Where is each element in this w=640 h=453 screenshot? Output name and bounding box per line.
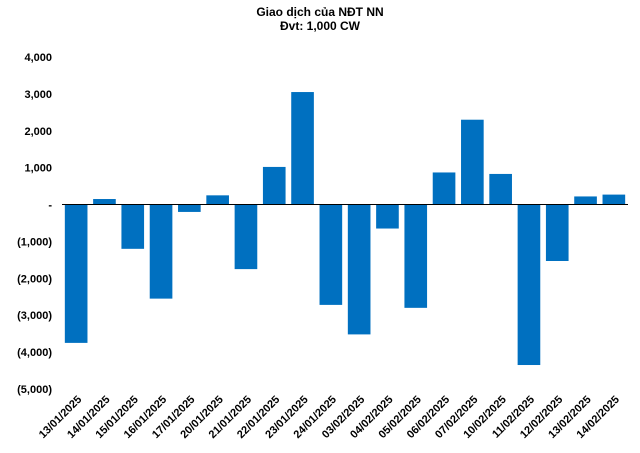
bar bbox=[149, 204, 173, 299]
bar bbox=[178, 204, 201, 212]
bar bbox=[432, 172, 456, 205]
bar bbox=[347, 204, 371, 335]
y-tick-label: 3,000 bbox=[24, 89, 52, 101]
chart-title-block: Giao dịch của NĐT NN Đvt: 1,000 CW bbox=[0, 5, 640, 33]
y-tick-label: 2,000 bbox=[24, 126, 52, 138]
bar bbox=[545, 204, 569, 261]
bar bbox=[206, 195, 229, 205]
y-tick-label: (5,000) bbox=[17, 384, 52, 396]
bars bbox=[64, 92, 626, 366]
y-tick-label: (1,000) bbox=[17, 236, 52, 248]
y-tick-label: 4,000 bbox=[24, 52, 52, 64]
x-axis-ticks: 13/01/202514/01/202515/01/202516/01/2025… bbox=[37, 394, 622, 441]
bar bbox=[291, 92, 314, 205]
bar bbox=[574, 196, 597, 205]
bar bbox=[121, 204, 145, 249]
y-tick-label: 1,000 bbox=[24, 163, 52, 175]
chart-subtitle: Đvt: 1,000 CW bbox=[279, 19, 361, 33]
bar bbox=[262, 166, 286, 205]
bar bbox=[489, 173, 512, 205]
y-tick-label: (3,000) bbox=[17, 310, 52, 322]
y-tick-label: (2,000) bbox=[17, 273, 52, 285]
bar bbox=[93, 199, 116, 205]
bar bbox=[461, 119, 484, 205]
bar bbox=[602, 194, 626, 205]
bar bbox=[64, 204, 88, 343]
bar bbox=[234, 204, 258, 270]
bar bbox=[517, 204, 541, 366]
y-tick-label: (4,000) bbox=[17, 347, 52, 359]
y-tick-label: - bbox=[48, 200, 52, 212]
bar bbox=[404, 204, 428, 308]
y-axis-ticks: 4,000 3,000 2,000 1,000 - (1,000) (2,000) (3,00… bbox=[17, 52, 52, 396]
bar bbox=[319, 204, 343, 305]
bar bbox=[376, 204, 399, 229]
chart-title: Giao dịch của NĐT NN bbox=[256, 5, 384, 19]
